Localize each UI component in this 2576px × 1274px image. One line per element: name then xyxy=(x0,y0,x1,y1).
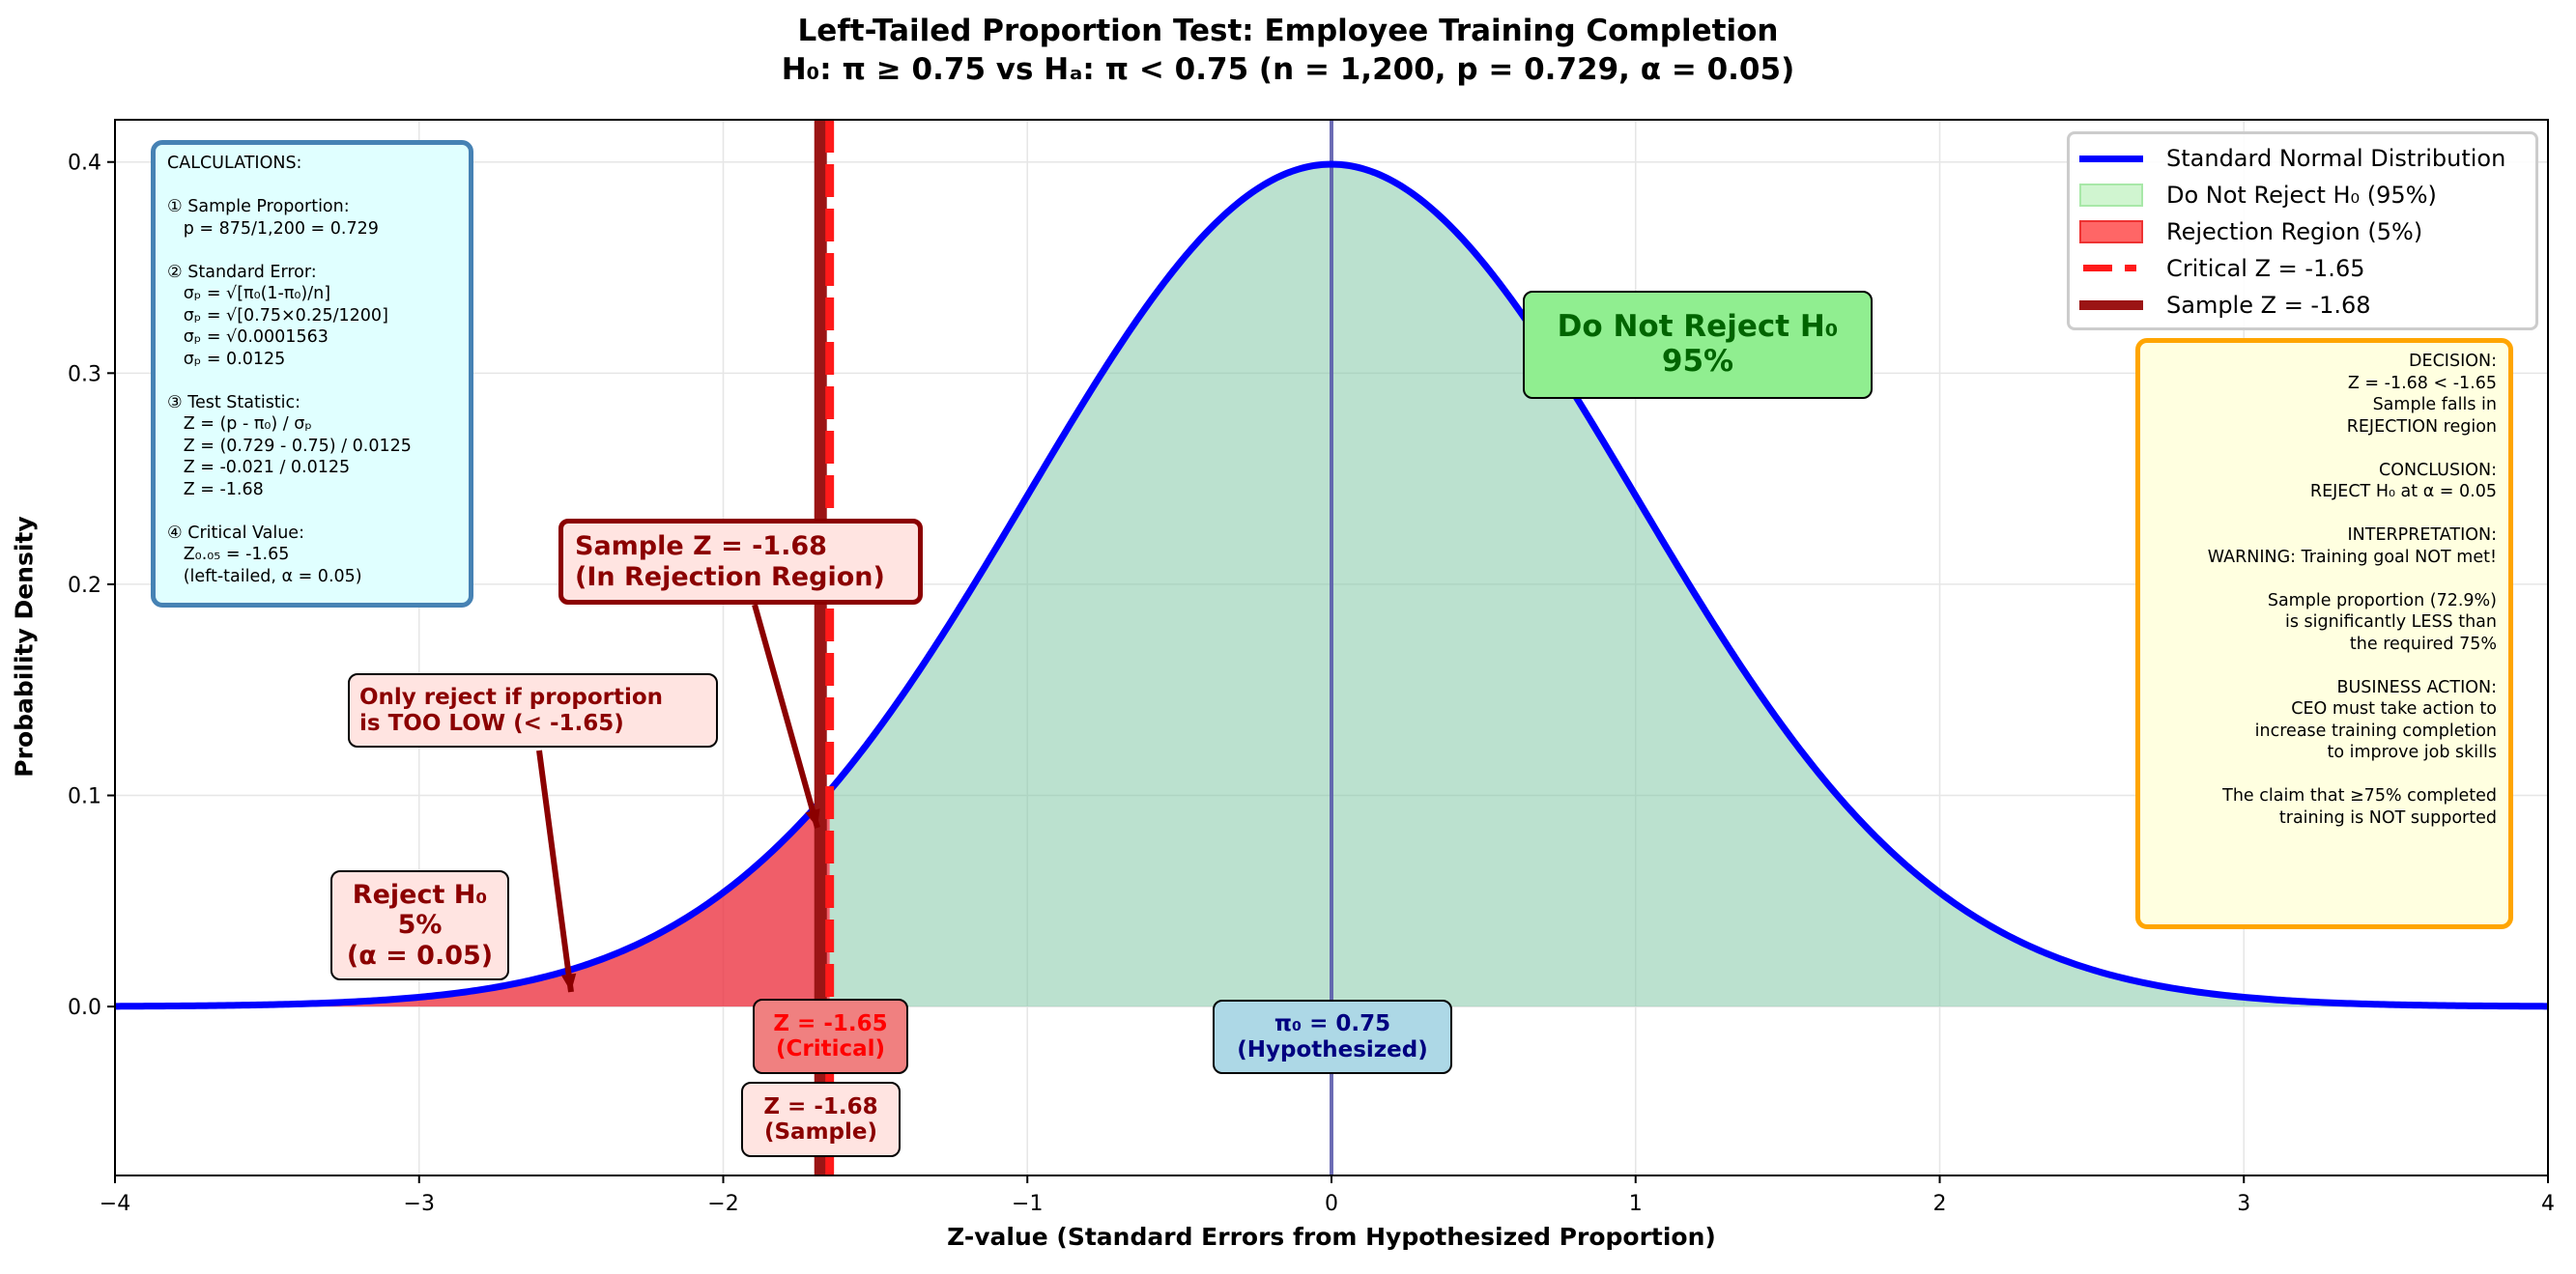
legend-key-line xyxy=(2079,147,2143,170)
y-axis-label: Probability Density xyxy=(10,516,39,778)
x-tick-label: 0 xyxy=(1325,1192,1338,1216)
y-tick-label: 0.4 xyxy=(68,152,101,176)
chart-subtitle: H₀: π ≥ 0.75 vs Hₐ: π < 0.75 (n = 1,200,… xyxy=(781,52,1795,87)
y-tick-label: 0.1 xyxy=(68,785,101,809)
hypothesized-label: π₀ = 0.75 (Hypothesized) xyxy=(1213,1000,1452,1074)
x-axis-label: Z-value (Standard Errors from Hypothesiz… xyxy=(947,1223,1716,1251)
critical-label: Z = -1.65 (Critical) xyxy=(753,999,908,1074)
only-reject-arrow-head xyxy=(560,973,577,992)
reject-annotation: Reject H₀ 5% (α = 0.05) xyxy=(330,870,509,980)
x-tick-label: 1 xyxy=(1629,1192,1643,1216)
normal-curve xyxy=(114,160,2549,1010)
legend-item-reject: Rejection Region (5%) xyxy=(2079,213,2526,250)
reject-region-fill xyxy=(115,790,830,1007)
only-reject-arrow xyxy=(536,750,574,993)
x-tick-label: −3 xyxy=(404,1192,435,1216)
y-tick-label: 0.3 xyxy=(68,362,101,386)
x-tick-label: −1 xyxy=(1012,1192,1043,1216)
legend: Standard Normal Distribution Do Not Reje… xyxy=(2067,131,2538,330)
legend-item-sample: Sample Z = -1.68 xyxy=(2079,287,2526,324)
legend-label: Rejection Region (5%) xyxy=(2166,218,2423,245)
legend-item-accept: Do Not Reject H₀ (95%) xyxy=(2079,177,2526,213)
y-tick-label: 0.0 xyxy=(68,996,101,1020)
only-reject-annotation: Only reject if proportion is TOO LOW (< … xyxy=(348,673,718,748)
x-tick-label: 4 xyxy=(2541,1192,2555,1216)
legend-item-critical: Critical Z = -1.65 xyxy=(2079,250,2526,287)
x-tick-label: −2 xyxy=(707,1192,738,1216)
legend-label: Sample Z = -1.68 xyxy=(2166,292,2371,319)
x-tick-label: 3 xyxy=(2237,1192,2250,1216)
chart-title: Left-Tailed Proportion Test: Employee Tr… xyxy=(797,14,1779,48)
sample-arrow xyxy=(752,604,820,829)
legend-label: Do Not Reject H₀ (95%) xyxy=(2166,182,2437,209)
decision-box: DECISION: Z = -1.68 < -1.65 Sample falls… xyxy=(2135,338,2513,929)
legend-label: Standard Normal Distribution xyxy=(2166,145,2506,172)
legend-key-patch xyxy=(2079,220,2143,243)
legend-key-line xyxy=(2079,294,2143,317)
legend-label: Critical Z = -1.65 xyxy=(2166,255,2365,282)
calculations-box: CALCULATIONS: ① Sample Proportion: p = 8… xyxy=(151,140,473,608)
sample-label: Z = -1.68 (Sample) xyxy=(741,1082,901,1157)
legend-item-curve: Standard Normal Distribution xyxy=(2079,140,2526,177)
legend-key-dashed xyxy=(2079,257,2143,280)
x-tick-label: 2 xyxy=(1933,1192,1947,1216)
sample-annotation: Sample Z = -1.68 (In Rejection Region) xyxy=(558,519,923,605)
x-tick-label: −4 xyxy=(100,1192,130,1216)
sample-arrow-head xyxy=(805,808,820,828)
y-tick-label: 0.2 xyxy=(68,574,101,598)
accept-annotation: Do Not Reject H₀ 95% xyxy=(1523,291,1873,399)
legend-key-patch xyxy=(2079,184,2143,207)
